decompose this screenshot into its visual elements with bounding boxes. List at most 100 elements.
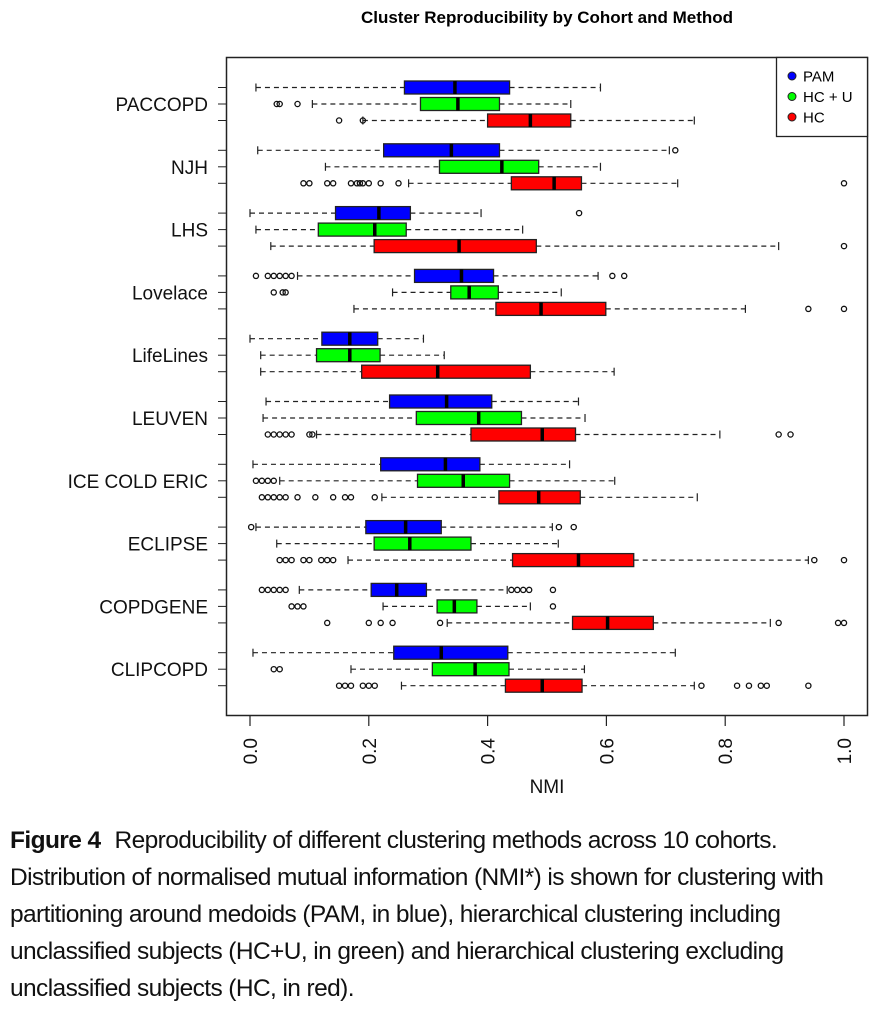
iqr-box — [361, 364, 532, 379]
iqr-box — [495, 301, 607, 317]
outlier-point — [329, 494, 337, 501]
outlier-point — [329, 180, 337, 187]
iqr-box — [419, 96, 501, 112]
outlier-point — [300, 180, 307, 187]
box-pam — [257, 143, 679, 158]
outlier-point — [834, 619, 842, 627]
outlier-point — [745, 682, 753, 689]
iqr-box — [571, 615, 654, 631]
outlier-point — [264, 431, 272, 438]
iqr-box — [510, 176, 583, 191]
iqr-box — [415, 410, 523, 426]
outlier-point — [312, 494, 319, 501]
outlier-point — [273, 100, 280, 108]
outlier-point — [282, 272, 289, 280]
box-hc — [323, 615, 848, 631]
box-pam — [249, 205, 583, 221]
outlier-point — [570, 523, 577, 531]
box-pam — [252, 457, 571, 472]
box-hc — [335, 113, 695, 128]
outlier-point — [811, 556, 818, 564]
outlier-point — [365, 682, 373, 689]
x-axis: 0.0 0.2 0.4 0.6 0.8 1.0 — [241, 716, 856, 764]
outlier-point — [270, 586, 278, 594]
outlier-point — [840, 305, 848, 313]
outlier-point — [264, 494, 272, 501]
outlier-point — [309, 431, 316, 438]
y-tick-label-leuven: LEUVEN — [132, 409, 208, 430]
outlier-point — [555, 523, 563, 531]
outlier-point — [323, 619, 331, 627]
outlier-point — [359, 180, 367, 187]
y-tick-label-clipcopd: CLIPCOPD — [111, 660, 208, 681]
x-tick-label: 0.2 — [360, 738, 381, 764]
box-hc-u — [273, 96, 572, 112]
box-hc — [335, 678, 812, 693]
outlier-point — [805, 305, 812, 313]
outlier-point — [276, 100, 283, 108]
outlier-point — [252, 477, 260, 485]
outlier-point — [609, 272, 616, 280]
outlier-point — [389, 619, 396, 627]
iqr-box — [370, 582, 428, 598]
iqr-box — [380, 457, 481, 472]
x-tick-label: 0.4 — [479, 738, 500, 765]
y-tick-label-copdgene: COPDGENE — [99, 597, 208, 618]
box-hc — [353, 301, 848, 317]
box-hc-u — [260, 348, 445, 363]
outlier-point — [365, 619, 373, 627]
outlier-point — [247, 523, 255, 531]
box-hc-u — [324, 159, 602, 174]
outlier-point — [282, 494, 289, 501]
outlier-point — [318, 556, 325, 564]
outlier-point — [356, 180, 364, 187]
box-hc — [300, 176, 848, 191]
outlier-point — [733, 682, 741, 689]
chart-title: Cluster Reproducibility by Cohort and Me… — [361, 8, 733, 27]
box-hc — [258, 490, 698, 505]
outlier-point — [279, 289, 286, 296]
outlier-point — [347, 494, 355, 501]
y-tick-label-lifelines: LifeLines — [132, 346, 208, 367]
y-axis: PACCOPD NJH LHS Lovelace LifeLines LEUVEN ICE … — [68, 87, 226, 687]
outlier-point — [840, 242, 848, 250]
outlier-point — [775, 431, 782, 438]
outlier-point — [377, 619, 384, 627]
legend-label: HC + U — [803, 89, 853, 106]
outlier-point — [347, 682, 355, 689]
iqr-box — [373, 238, 537, 254]
outlier-point — [276, 586, 283, 594]
outlier-point — [276, 556, 283, 564]
x-tick-label: 0.6 — [597, 738, 618, 764]
outlier-point — [525, 586, 533, 594]
box-hc-u — [270, 662, 586, 677]
iqr-box — [450, 285, 499, 300]
cohort-group-clipcopd — [252, 645, 812, 693]
outlier-point — [775, 619, 782, 627]
outlier-point — [294, 603, 301, 610]
box-hc-u — [255, 222, 524, 237]
outlier-point — [840, 619, 848, 627]
outlier-point — [371, 682, 378, 689]
legend-swatch — [787, 92, 797, 101]
box-hc — [260, 364, 615, 379]
outlier-point — [264, 586, 272, 594]
outlier-point — [377, 180, 384, 187]
outlier-point — [300, 556, 307, 564]
iqr-box — [382, 143, 501, 158]
x-tick-label: 1.0 — [835, 738, 856, 764]
iqr-box — [393, 645, 509, 660]
outlier-point — [258, 586, 266, 594]
y-tick-label-lhs: LHS — [171, 221, 208, 242]
cohort-group-lhs — [249, 205, 848, 254]
box-pam — [249, 331, 425, 346]
x-tick-label: 0.0 — [241, 738, 262, 764]
outlier-point — [341, 682, 349, 689]
outlier-point — [805, 682, 812, 689]
boxplot-chart: Cluster Reproducibility by Cohort and Me… — [68, 8, 869, 798]
outlier-point — [757, 682, 765, 689]
cohort-group-lifelines — [249, 331, 615, 379]
box-hc — [264, 427, 794, 442]
outlier-point — [763, 682, 771, 689]
legend-item-pam: PAM — [787, 69, 834, 86]
